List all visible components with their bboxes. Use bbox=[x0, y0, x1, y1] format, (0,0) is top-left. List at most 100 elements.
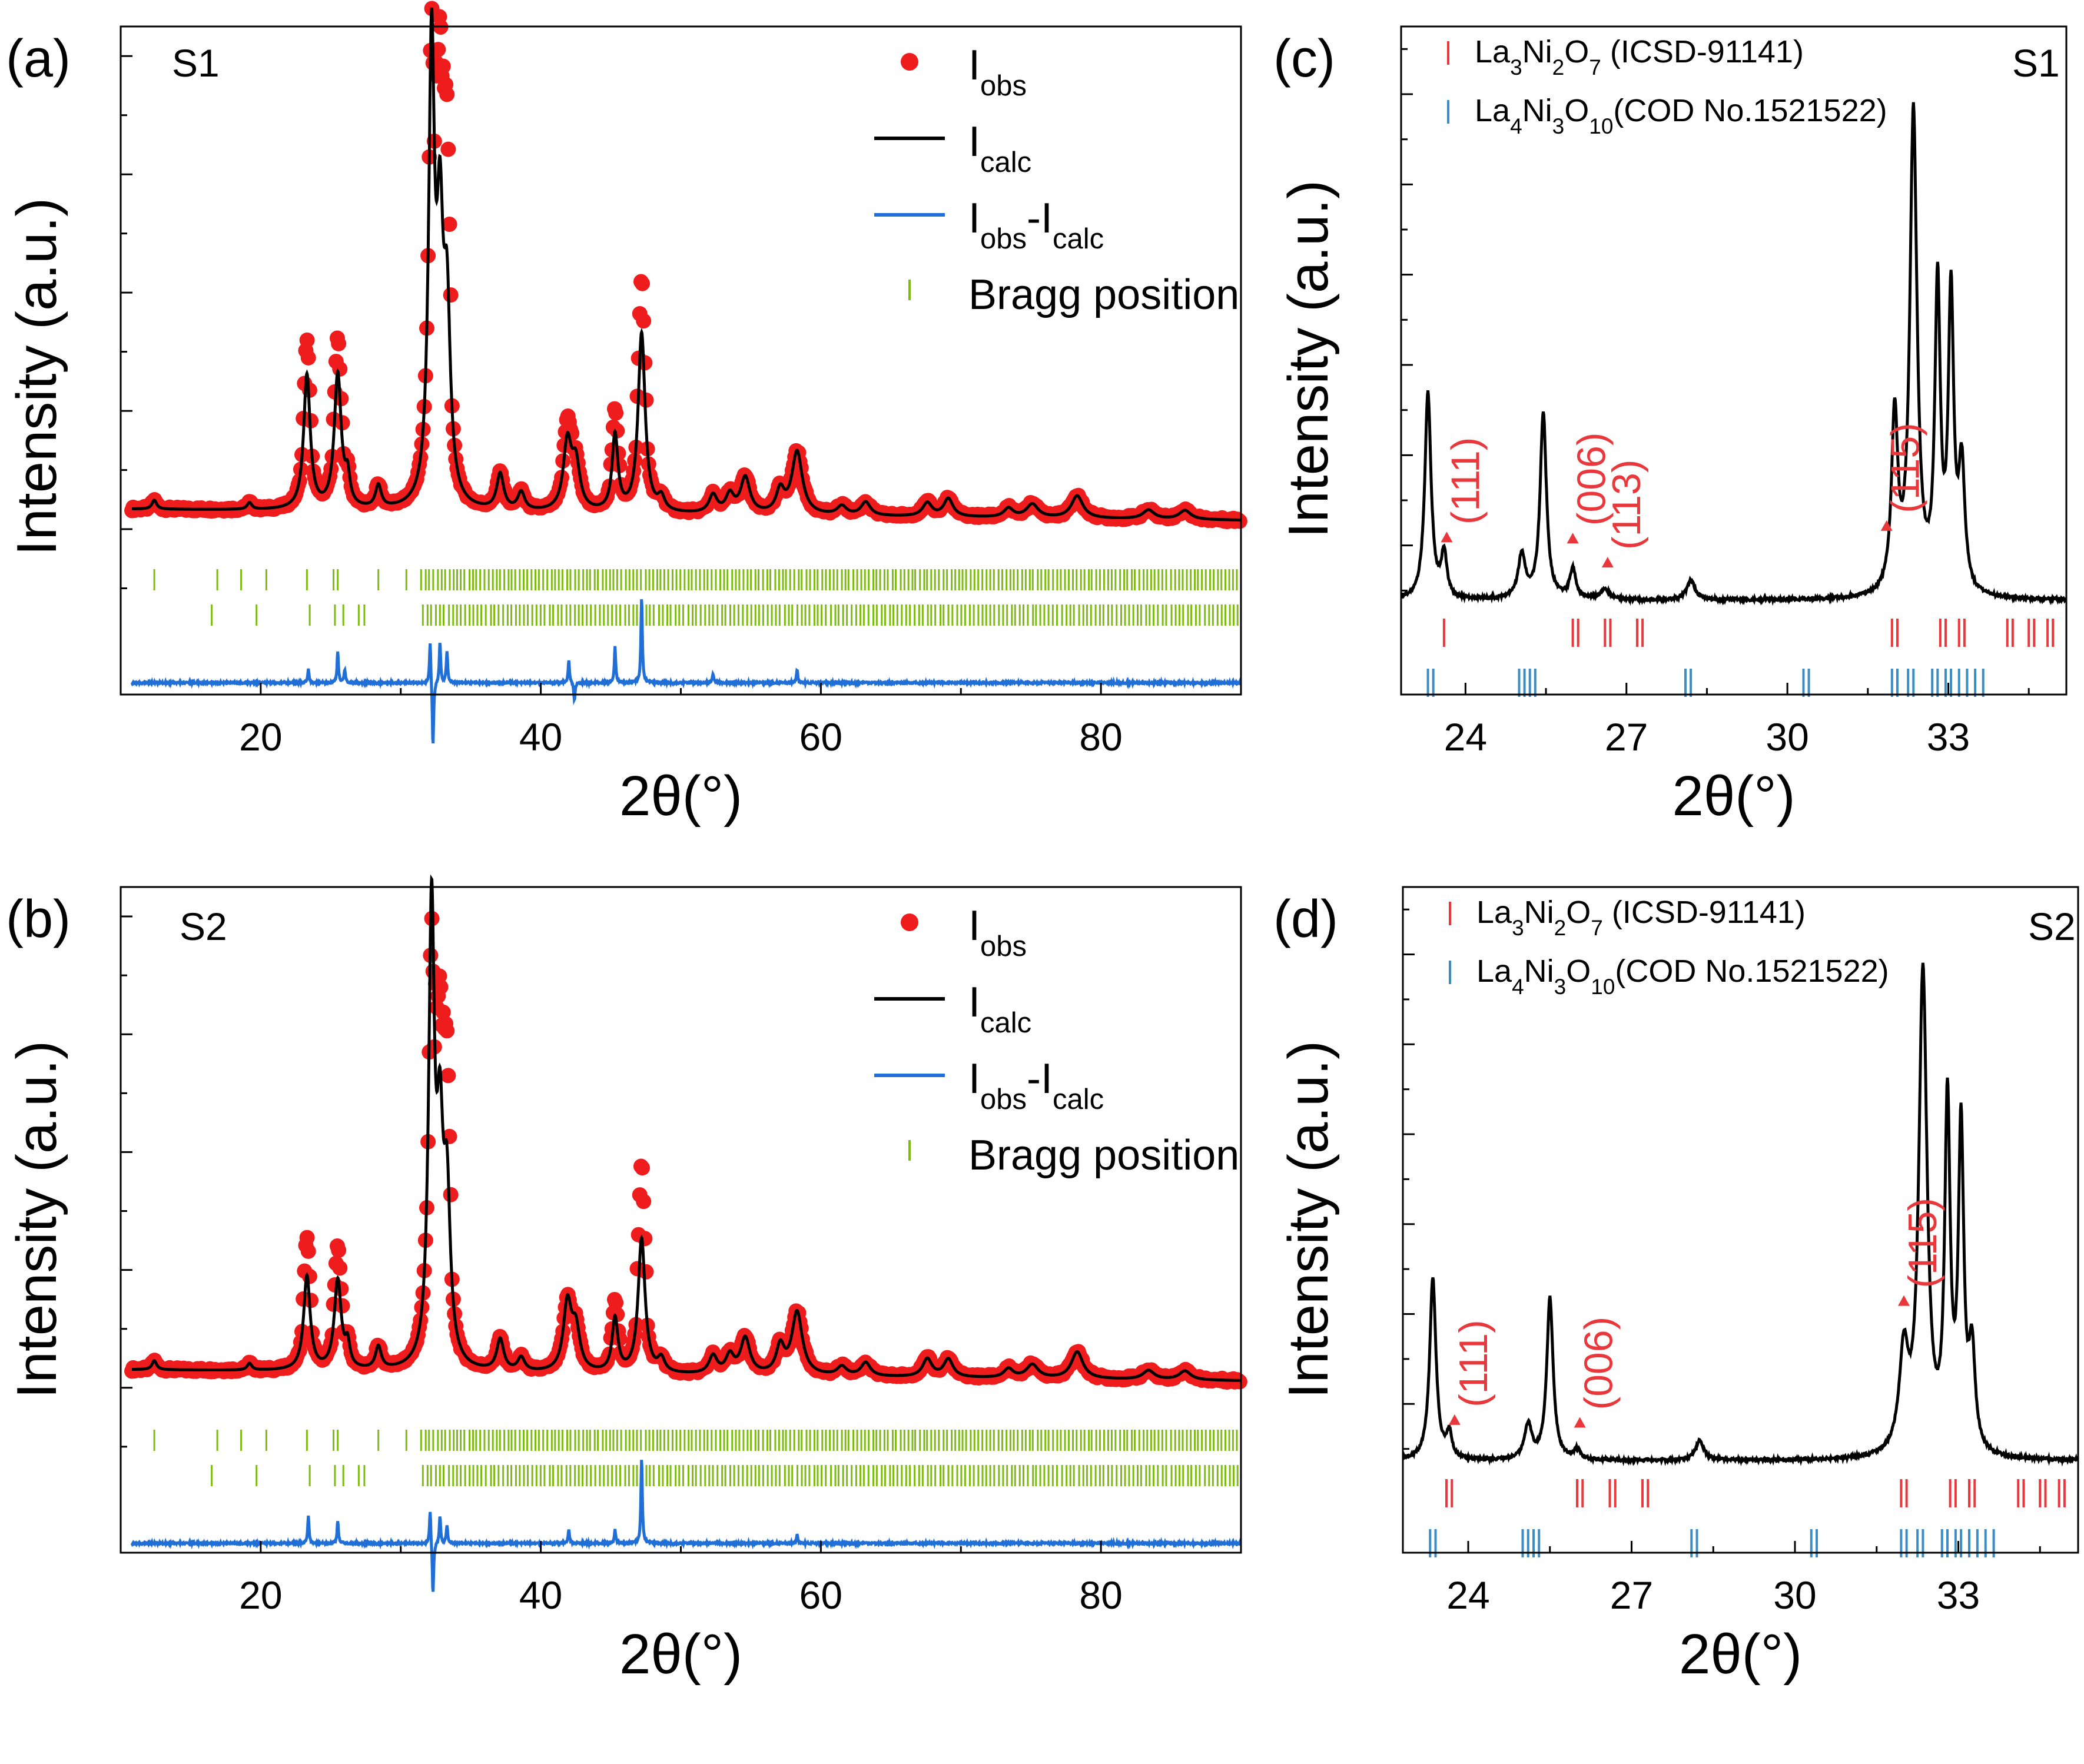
observed-point bbox=[439, 87, 455, 102]
observed-point bbox=[435, 1004, 451, 1020]
diffraction-line bbox=[1402, 962, 2079, 1467]
x-tick-label: 24 bbox=[1446, 1573, 1489, 1617]
legend-label: Iobs bbox=[968, 42, 1027, 102]
text-span: I bbox=[968, 1055, 980, 1102]
formula-part: 4 bbox=[1510, 114, 1522, 138]
phase-327-ticks bbox=[1442, 619, 2055, 647]
formula-part: (ICSD-91141) bbox=[1601, 34, 1804, 69]
panel-a: 20 40 60 80 2θ(°) Intensity (a.u.) (a) S1 Iobs Ic… bbox=[5, 1, 1247, 828]
sample-label: S1 bbox=[2012, 41, 2060, 85]
phase-legend-label: La3Ni2O7 (ICSD-91141) bbox=[1476, 895, 1806, 940]
bragg-row-1 bbox=[153, 569, 1238, 590]
peak-annotations: (111) (006)(113) (115) bbox=[1441, 423, 1928, 568]
miller-index-label: (111) bbox=[1443, 437, 1488, 525]
x-tick-label: 40 bbox=[519, 715, 562, 759]
y-axis-label: Intensity (a.u.) bbox=[1277, 180, 1340, 538]
formula-part: 10 bbox=[1589, 114, 1613, 138]
panel-label: (d) bbox=[1273, 890, 1338, 949]
x-tick-label: 60 bbox=[799, 1573, 842, 1617]
x-tick-label: 30 bbox=[1773, 1573, 1816, 1617]
panel-label: (a) bbox=[6, 29, 71, 88]
formula-part: (COD No.1521522) bbox=[1615, 954, 1889, 989]
phase-legend-label: La3Ni2O7 (ICSD-91141) bbox=[1475, 34, 1804, 79]
observed-point bbox=[303, 1293, 319, 1308]
bragg-row-2 bbox=[211, 1465, 1239, 1486]
phase-legend: La3Ni2O7 (ICSD-91141) La4Ni3O10(COD No.15… bbox=[1449, 895, 1889, 999]
x-axis-label: 2θ(°) bbox=[619, 1623, 742, 1686]
formula-part: Ni bbox=[1524, 954, 1554, 989]
formula-part: La bbox=[1475, 93, 1511, 128]
formula-part: 3 bbox=[1512, 916, 1524, 940]
text-span: obs bbox=[980, 1084, 1027, 1115]
formula-part: La bbox=[1476, 895, 1512, 930]
x-tick-label: 80 bbox=[1079, 1573, 1122, 1617]
annotation-marker bbox=[1441, 531, 1453, 543]
observed-point bbox=[433, 979, 449, 995]
bragg-row-1 bbox=[153, 1430, 1238, 1451]
formula-part: (COD No.1521522) bbox=[1613, 93, 1887, 128]
formula-part: 3 bbox=[1552, 114, 1565, 138]
formula-part: 3 bbox=[1510, 55, 1522, 79]
annotation-marker bbox=[1574, 1417, 1586, 1428]
miller-index-label: (006) bbox=[1577, 1317, 1621, 1410]
difference-line bbox=[130, 599, 1242, 744]
text-span: Bragg position bbox=[968, 1132, 1239, 1179]
x-tick-label: 20 bbox=[239, 715, 282, 759]
x-tick-label: 27 bbox=[1605, 715, 1648, 759]
observed-point bbox=[300, 350, 316, 366]
text-span: calc bbox=[1053, 223, 1104, 255]
observed-point bbox=[435, 58, 451, 74]
x-tick-label: 60 bbox=[799, 715, 842, 759]
text-span: obs bbox=[980, 223, 1027, 255]
phase-legend: La3Ni2O7 (ICSD-91141)La4Ni3O10(COD No.15… bbox=[1447, 34, 1887, 138]
observed-point bbox=[608, 1295, 624, 1311]
observed-point bbox=[638, 1264, 654, 1280]
legend-observed-marker bbox=[901, 913, 918, 931]
formula-part: Ni bbox=[1522, 34, 1552, 69]
text-span: I bbox=[968, 118, 980, 165]
formula-part: 7 bbox=[1589, 55, 1601, 79]
sample-label: S1 bbox=[172, 41, 220, 85]
text-span: Bragg position bbox=[968, 271, 1239, 318]
y-axis-label: Intensity (a.u.) bbox=[5, 198, 68, 556]
text-span: calc bbox=[980, 147, 1031, 178]
formula-part: O bbox=[1564, 93, 1589, 128]
phase-legend-label: La4Ni3O10(COD No.1521522) bbox=[1475, 93, 1887, 138]
text-span: -I bbox=[1027, 195, 1053, 242]
x-tick-label: 80 bbox=[1079, 715, 1122, 759]
formula-part: 4 bbox=[1512, 975, 1524, 999]
phase-327-ticks bbox=[1445, 1479, 2066, 1507]
sample-label: S2 bbox=[180, 905, 227, 948]
observed-point bbox=[332, 1260, 348, 1276]
observed-point bbox=[443, 1187, 459, 1202]
x-tick-label: 20 bbox=[239, 1573, 282, 1617]
formula-part: 3 bbox=[1554, 975, 1567, 999]
observed-point bbox=[439, 1023, 455, 1039]
observed-point bbox=[635, 275, 651, 291]
panel-label: (c) bbox=[1273, 29, 1335, 88]
observed-point bbox=[331, 335, 347, 351]
phase-legend-label: La4Ni3O10(COD No.1521522) bbox=[1476, 954, 1889, 999]
observed-point bbox=[440, 141, 456, 157]
text-span: obs bbox=[980, 70, 1027, 102]
text-span: I bbox=[968, 902, 980, 949]
legend-label: Iobs-Icalc bbox=[968, 1055, 1104, 1115]
observed-point bbox=[442, 217, 457, 232]
observed-point bbox=[299, 332, 315, 348]
legend-label: Bragg position bbox=[968, 1132, 1239, 1179]
x-tick-label: 27 bbox=[1610, 1573, 1653, 1617]
x-tick-label: 40 bbox=[519, 1573, 562, 1617]
observed-point bbox=[635, 1160, 651, 1176]
phase-4310-ticks bbox=[1426, 669, 1985, 697]
y-axis-label: Intensity (a.u.) bbox=[1277, 1041, 1340, 1398]
formula-part: 2 bbox=[1552, 55, 1565, 79]
formula-part: O bbox=[1566, 954, 1591, 989]
miller-index-label: (113) bbox=[1604, 459, 1649, 550]
calculated-line bbox=[132, 7, 1241, 521]
legend-label: Bragg position bbox=[968, 271, 1239, 318]
formula-part: (ICSD-91141) bbox=[1603, 895, 1806, 930]
x-axis-label: 2θ(°) bbox=[619, 765, 742, 828]
